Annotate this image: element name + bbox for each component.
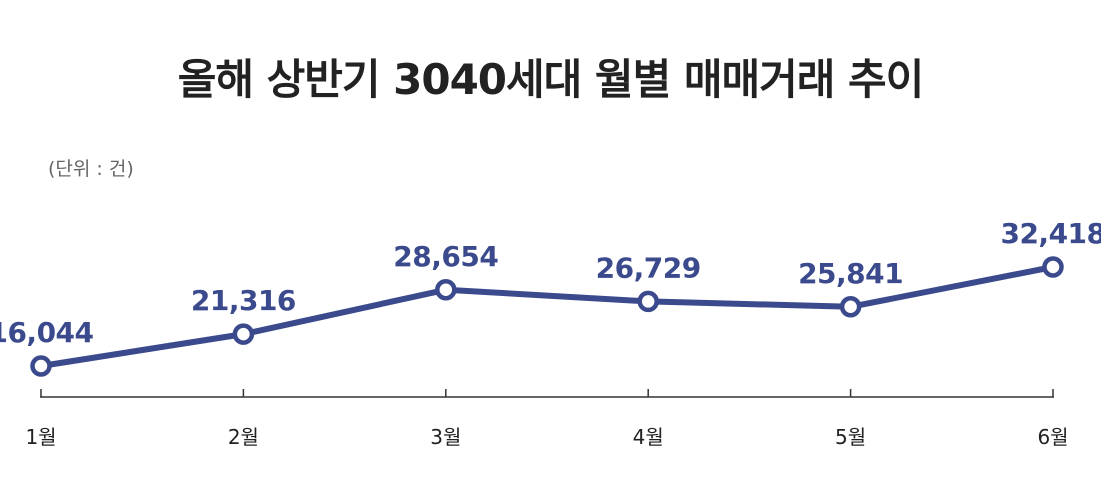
series-line <box>38 264 1056 369</box>
x-tick-label: 3월 <box>430 425 461 449</box>
data-point <box>1042 256 1064 278</box>
data-point <box>637 290 659 313</box>
data-point <box>232 323 255 345</box>
data-label: 32,418 <box>1000 217 1101 250</box>
x-tick-label: 6월 <box>1037 425 1068 449</box>
unit-label: (단위 : 건) <box>48 158 134 180</box>
data-label: 16,044 <box>0 316 94 349</box>
x-tick-label: 2월 <box>228 425 259 449</box>
data-label: 28,654 <box>393 240 498 273</box>
data-point <box>839 296 862 318</box>
chart-title: 올해 상반기 3040세대 월별 매매거래 추이 <box>177 55 925 104</box>
data-label: 26,729 <box>596 251 701 284</box>
data-point <box>30 355 52 377</box>
x-tick-label: 1월 <box>25 425 56 449</box>
data-label: 25,841 <box>798 257 903 290</box>
x-tick-label: 5월 <box>835 425 866 449</box>
data-label: 21,316 <box>191 284 296 317</box>
data-point <box>435 279 457 301</box>
x-tick-label: 4월 <box>633 425 664 449</box>
